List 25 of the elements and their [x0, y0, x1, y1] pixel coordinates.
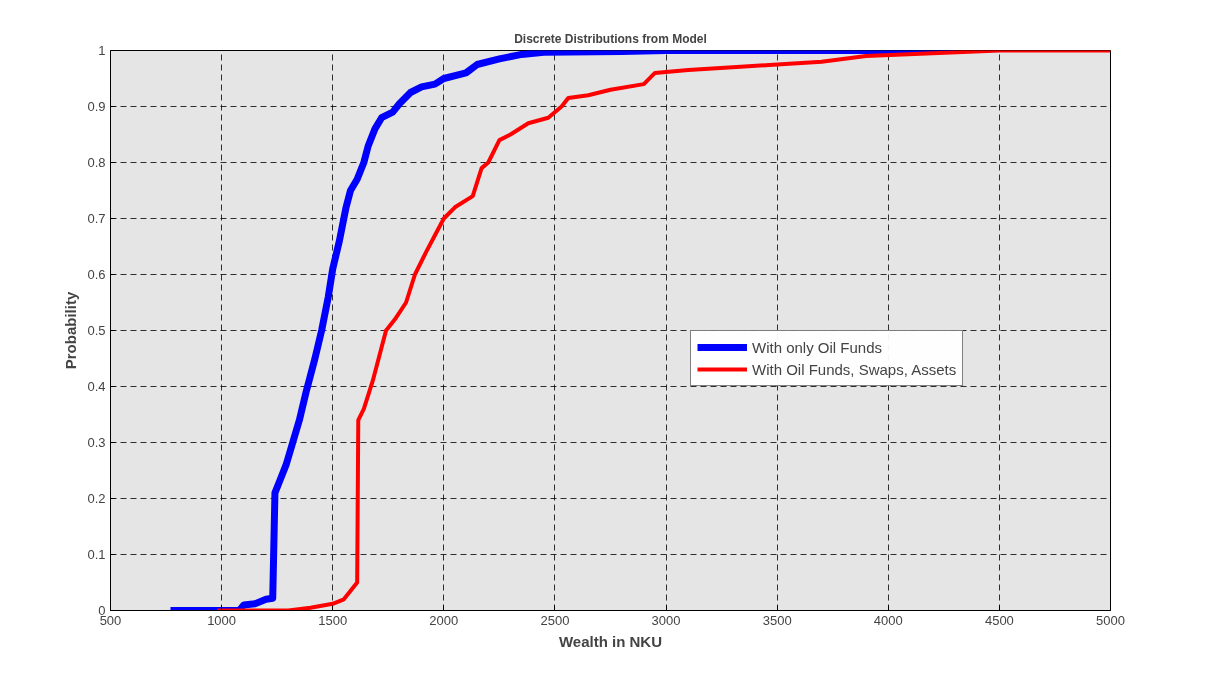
y-tick-label: 1 [98, 43, 106, 58]
y-axis-title: Probability [62, 291, 80, 370]
x-tick-label: 3000 [651, 612, 681, 628]
legend-label: With only Oil Funds [752, 338, 883, 356]
x-tick-label: 1500 [318, 612, 348, 628]
y-tick-label: 0.7 [87, 211, 106, 226]
y-tick-label: 0.5 [87, 323, 106, 338]
y-tick-label: 0.4 [87, 379, 106, 394]
legend-label: With Oil Funds, Swaps, Assets [752, 360, 957, 378]
y-tick-label: 0.2 [87, 491, 106, 506]
x-tick-label: 2000 [429, 612, 459, 628]
y-tick-label: 0.8 [87, 155, 106, 170]
y-tick-label: 0.3 [87, 435, 106, 450]
x-tick-label: 5000 [1096, 612, 1125, 628]
chart-title: Discrete Distributions from Model [514, 31, 707, 46]
y-tick-label: 0.9 [87, 99, 106, 114]
y-tick-label: 0.6 [87, 267, 106, 282]
x-tick-label: 3500 [762, 612, 792, 628]
y-tick-label: 0.1 [87, 547, 106, 562]
x-tick-label: 1000 [207, 612, 237, 628]
line-series [215, 50, 1111, 611]
x-tick-label: 4500 [984, 612, 1014, 628]
x-tick-label: 2500 [540, 612, 570, 628]
x-tick-label: 4000 [873, 612, 903, 628]
x-axis-title: Wealth in NKU [558, 632, 663, 650]
